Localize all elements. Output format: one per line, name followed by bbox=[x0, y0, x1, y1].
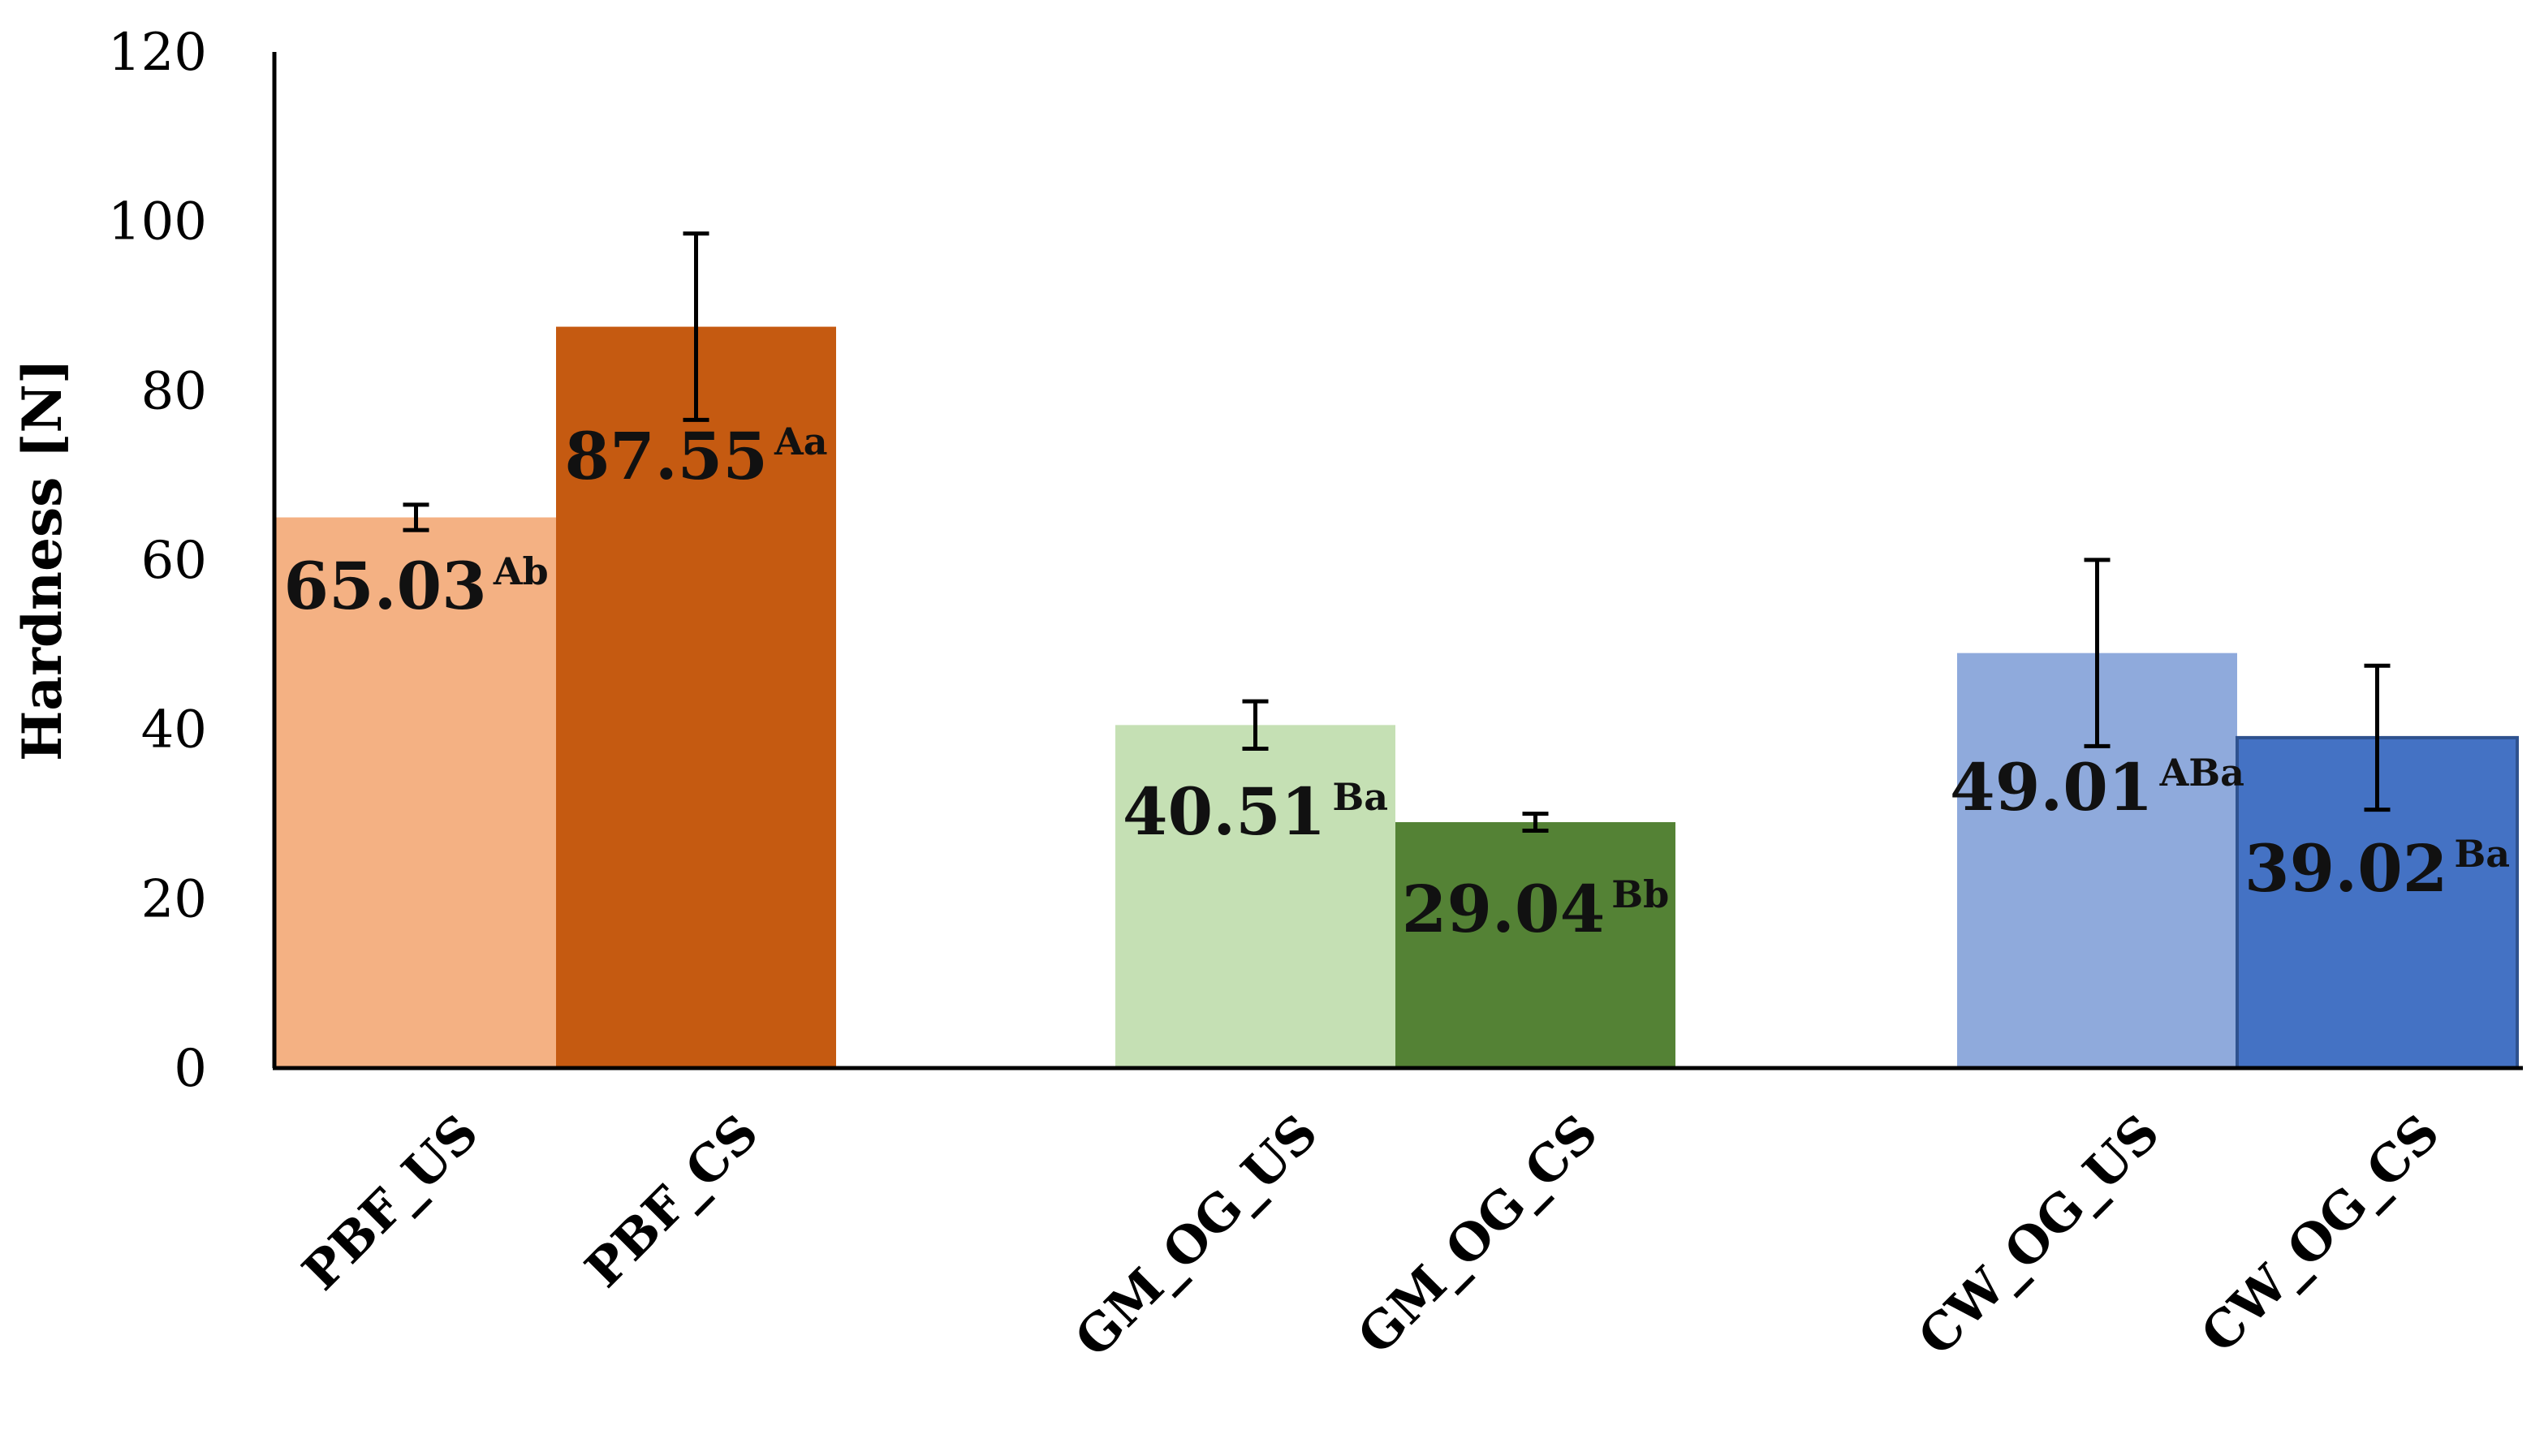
x-category-label: PBF_CS bbox=[574, 1103, 770, 1299]
bar-pbf-cs bbox=[556, 326, 836, 1069]
x-category-label: CW_OG_CS bbox=[2189, 1103, 2451, 1364]
y-tick-label: 20 bbox=[141, 869, 207, 929]
error-bar bbox=[1242, 699, 1269, 752]
data-label: 65.03 Ab bbox=[283, 548, 548, 624]
bar-pbf-us bbox=[276, 517, 556, 1068]
error-bar bbox=[403, 502, 429, 532]
y-tick-label: 100 bbox=[108, 192, 207, 252]
bar-gm-og-cs bbox=[1395, 822, 1675, 1068]
data-label: 40.51 Ba bbox=[1123, 773, 1388, 850]
data-label: 49.01 ABa bbox=[1950, 749, 2244, 825]
x-category-label: CW_OG_US bbox=[1907, 1103, 2171, 1367]
x-category-label: PBF_US bbox=[291, 1103, 490, 1302]
error-bar bbox=[1522, 812, 1549, 833]
bars bbox=[276, 326, 2519, 1070]
x-category-label: GM_OG_US bbox=[1063, 1103, 1329, 1368]
y-tick-label: 80 bbox=[141, 361, 207, 421]
data-label: 29.04 Bb bbox=[1402, 871, 1670, 947]
y-axis-label: Hardness [N] bbox=[11, 359, 74, 761]
error-bars bbox=[403, 231, 2391, 833]
bar-gm-og-us bbox=[1115, 725, 1395, 1068]
y-tick-label: 60 bbox=[141, 531, 207, 591]
y-tick-label: 40 bbox=[141, 700, 207, 760]
x-category-label: GM_OG_CS bbox=[1346, 1103, 1609, 1366]
x-axis-categories: PBF_US PBF_CS GM_OG_US GM_OG_CS CW_OG_US CW_O… bbox=[291, 1103, 2451, 1368]
data-label: 87.55 Aa bbox=[564, 418, 827, 494]
error-bar bbox=[2364, 663, 2391, 812]
error-bar bbox=[2084, 558, 2111, 748]
data-label: 39.02 Ba bbox=[2244, 830, 2510, 907]
y-tick-label: 120 bbox=[108, 23, 207, 83]
error-bar bbox=[683, 231, 709, 422]
y-axis-ticks: 0 20 40 60 80 100 120 bbox=[108, 23, 207, 1099]
y-tick-label: 0 bbox=[174, 1039, 207, 1099]
